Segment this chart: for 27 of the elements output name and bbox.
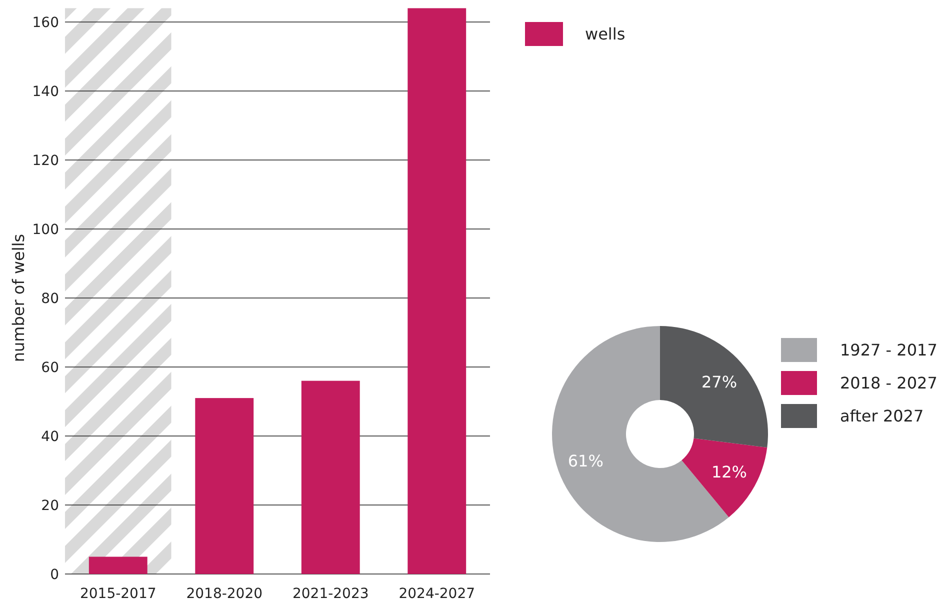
legend-label: 1927 - 2017	[840, 340, 938, 360]
bar	[408, 8, 466, 574]
y-tick-label: 100	[32, 222, 59, 238]
y-tick-label: 120	[32, 152, 59, 169]
bar	[88, 556, 148, 574]
y-tick-label: 80	[41, 290, 59, 307]
data-label: 12%	[711, 462, 748, 482]
x-tick-label: 2015-2017	[80, 586, 156, 602]
x-tick-label: 2021-2023	[292, 586, 369, 602]
bar	[301, 380, 360, 574]
donut-slice	[682, 438, 768, 518]
data-label: 27%	[701, 372, 738, 392]
x-tick-label: 2018-2020	[186, 586, 263, 602]
x-tick-label: 2024-2027	[398, 586, 476, 602]
bar	[195, 398, 254, 574]
y-tick-label: 140	[32, 84, 59, 100]
y-tick-label: 20	[41, 498, 59, 514]
legend-label: wells	[585, 24, 626, 44]
y-tick-label: 160	[32, 14, 59, 31]
y-tick-label: 0	[50, 566, 59, 583]
legend-label: after 2027	[840, 406, 924, 426]
legend-label: 2018 - 2027	[840, 374, 938, 393]
donut-slice	[660, 326, 768, 448]
y-axis-title: number of wells	[9, 234, 28, 362]
y-tick-label: 60	[41, 360, 59, 376]
data-label: 61%	[568, 451, 604, 470]
y-tick-label: 40	[41, 428, 59, 445]
